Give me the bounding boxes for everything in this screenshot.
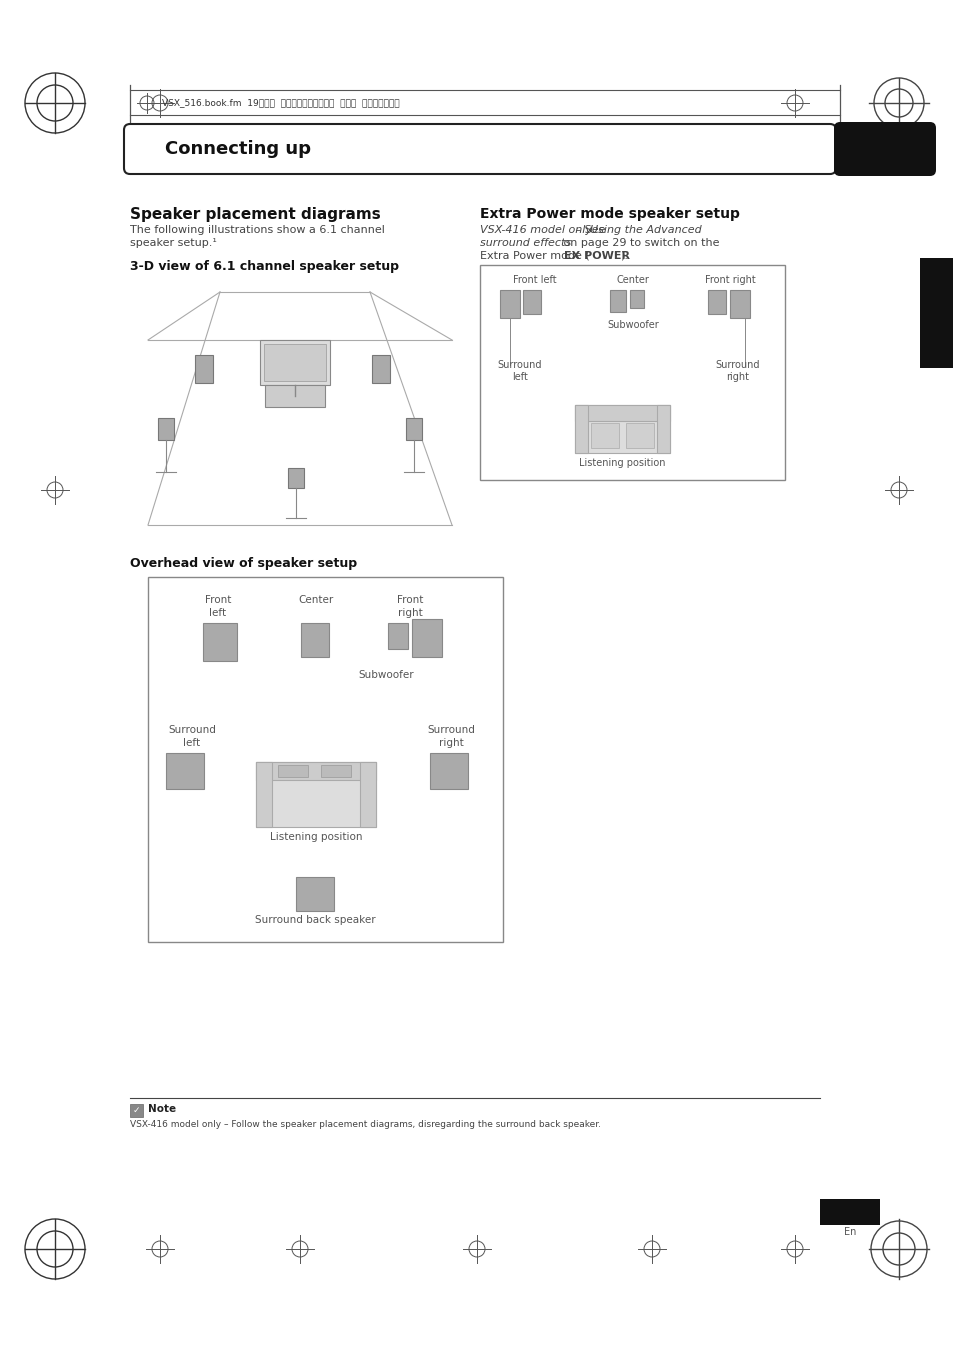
Text: Listening position: Listening position: [270, 832, 362, 842]
Text: 19: 19: [837, 1202, 862, 1220]
Bar: [194, 355, 213, 382]
Bar: [158, 417, 173, 440]
Text: right: right: [726, 372, 749, 382]
Bar: [522, 290, 540, 313]
Text: Front left: Front left: [513, 276, 557, 285]
Bar: [203, 623, 236, 661]
Text: Surround: Surround: [715, 359, 760, 370]
Bar: [412, 619, 441, 657]
Text: on page 29 to switch on the: on page 29 to switch on the: [559, 238, 719, 249]
Text: Note: Note: [148, 1104, 176, 1115]
Text: left: left: [183, 738, 200, 748]
Bar: [372, 355, 390, 382]
Text: Front: Front: [205, 594, 231, 605]
Circle shape: [306, 792, 326, 812]
FancyBboxPatch shape: [124, 124, 835, 174]
Text: Front right: Front right: [704, 276, 755, 285]
Text: speaker setup.¹: speaker setup.¹: [130, 238, 216, 249]
Bar: [295, 877, 334, 911]
Bar: [499, 290, 519, 317]
Text: – See: – See: [572, 226, 608, 235]
Bar: [265, 385, 325, 407]
Text: Surround: Surround: [497, 359, 541, 370]
Circle shape: [615, 426, 628, 440]
Bar: [255, 762, 272, 827]
Text: Front: Front: [396, 594, 423, 605]
Bar: [575, 405, 669, 453]
Bar: [609, 290, 625, 312]
Text: VSX_516.book.fm  19ページ  ２００６年２月２１日  火曜日  午後４晎５２分: VSX_516.book.fm 19ページ ２００６年２月２１日 火曜日 午後４…: [162, 99, 399, 108]
Text: ✓: ✓: [132, 1105, 139, 1115]
Bar: [575, 405, 587, 453]
Text: Subwoofer: Subwoofer: [357, 670, 414, 680]
Bar: [406, 417, 421, 440]
Text: 3-D view of 6.1 channel speaker setup: 3-D view of 6.1 channel speaker setup: [130, 259, 398, 273]
Text: left: left: [210, 608, 226, 617]
Bar: [919, 258, 953, 367]
Bar: [707, 290, 725, 313]
FancyBboxPatch shape: [833, 122, 935, 176]
Bar: [590, 423, 618, 449]
Text: English: English: [929, 289, 943, 336]
Text: Overhead view of speaker setup: Overhead view of speaker setup: [130, 557, 356, 570]
Bar: [288, 467, 304, 488]
Bar: [260, 340, 330, 385]
Text: ).: ).: [619, 251, 627, 261]
Text: EX POWER: EX POWER: [563, 251, 629, 261]
Text: surround effects: surround effects: [479, 238, 571, 249]
Bar: [359, 762, 375, 827]
Bar: [729, 290, 749, 317]
Bar: [264, 345, 326, 381]
Text: Center: Center: [616, 276, 649, 285]
Bar: [388, 623, 408, 648]
Bar: [166, 753, 204, 789]
Text: Center: Center: [298, 594, 334, 605]
Bar: [575, 405, 669, 422]
Text: Using the Advanced: Using the Advanced: [589, 226, 701, 235]
Bar: [130, 1104, 143, 1117]
Bar: [820, 1198, 879, 1225]
Text: Listening position: Listening position: [578, 458, 664, 467]
Bar: [320, 765, 351, 777]
Text: VSX-416 model only – Follow the speaker placement diagrams, disregarding the sur: VSX-416 model only – Follow the speaker …: [130, 1120, 600, 1129]
Text: left: left: [512, 372, 527, 382]
Text: Extra Power mode speaker setup: Extra Power mode speaker setup: [479, 207, 740, 222]
Bar: [255, 762, 375, 780]
Text: VSX-416 model only: VSX-416 model only: [479, 226, 592, 235]
Bar: [277, 765, 308, 777]
Text: The following illustrations show a 6.1 channel: The following illustrations show a 6.1 c…: [130, 226, 384, 235]
Text: Speaker placement diagrams: Speaker placement diagrams: [130, 207, 380, 222]
Text: Surround back speaker: Surround back speaker: [254, 915, 375, 925]
Bar: [657, 405, 669, 453]
Text: Subwoofer: Subwoofer: [606, 320, 659, 330]
Bar: [479, 265, 784, 480]
Bar: [301, 623, 329, 657]
Bar: [148, 577, 502, 942]
Text: 04: 04: [868, 139, 900, 159]
Bar: [629, 290, 643, 308]
Bar: [430, 753, 468, 789]
Text: En: En: [842, 1227, 855, 1238]
Text: right: right: [397, 608, 422, 617]
Text: Extra Power mode (: Extra Power mode (: [479, 251, 589, 261]
Bar: [255, 762, 375, 827]
Text: Surround: Surround: [168, 725, 215, 735]
Bar: [625, 423, 654, 449]
Text: Connecting up: Connecting up: [165, 141, 311, 158]
Text: Surround: Surround: [427, 725, 475, 735]
Text: right: right: [438, 738, 463, 748]
